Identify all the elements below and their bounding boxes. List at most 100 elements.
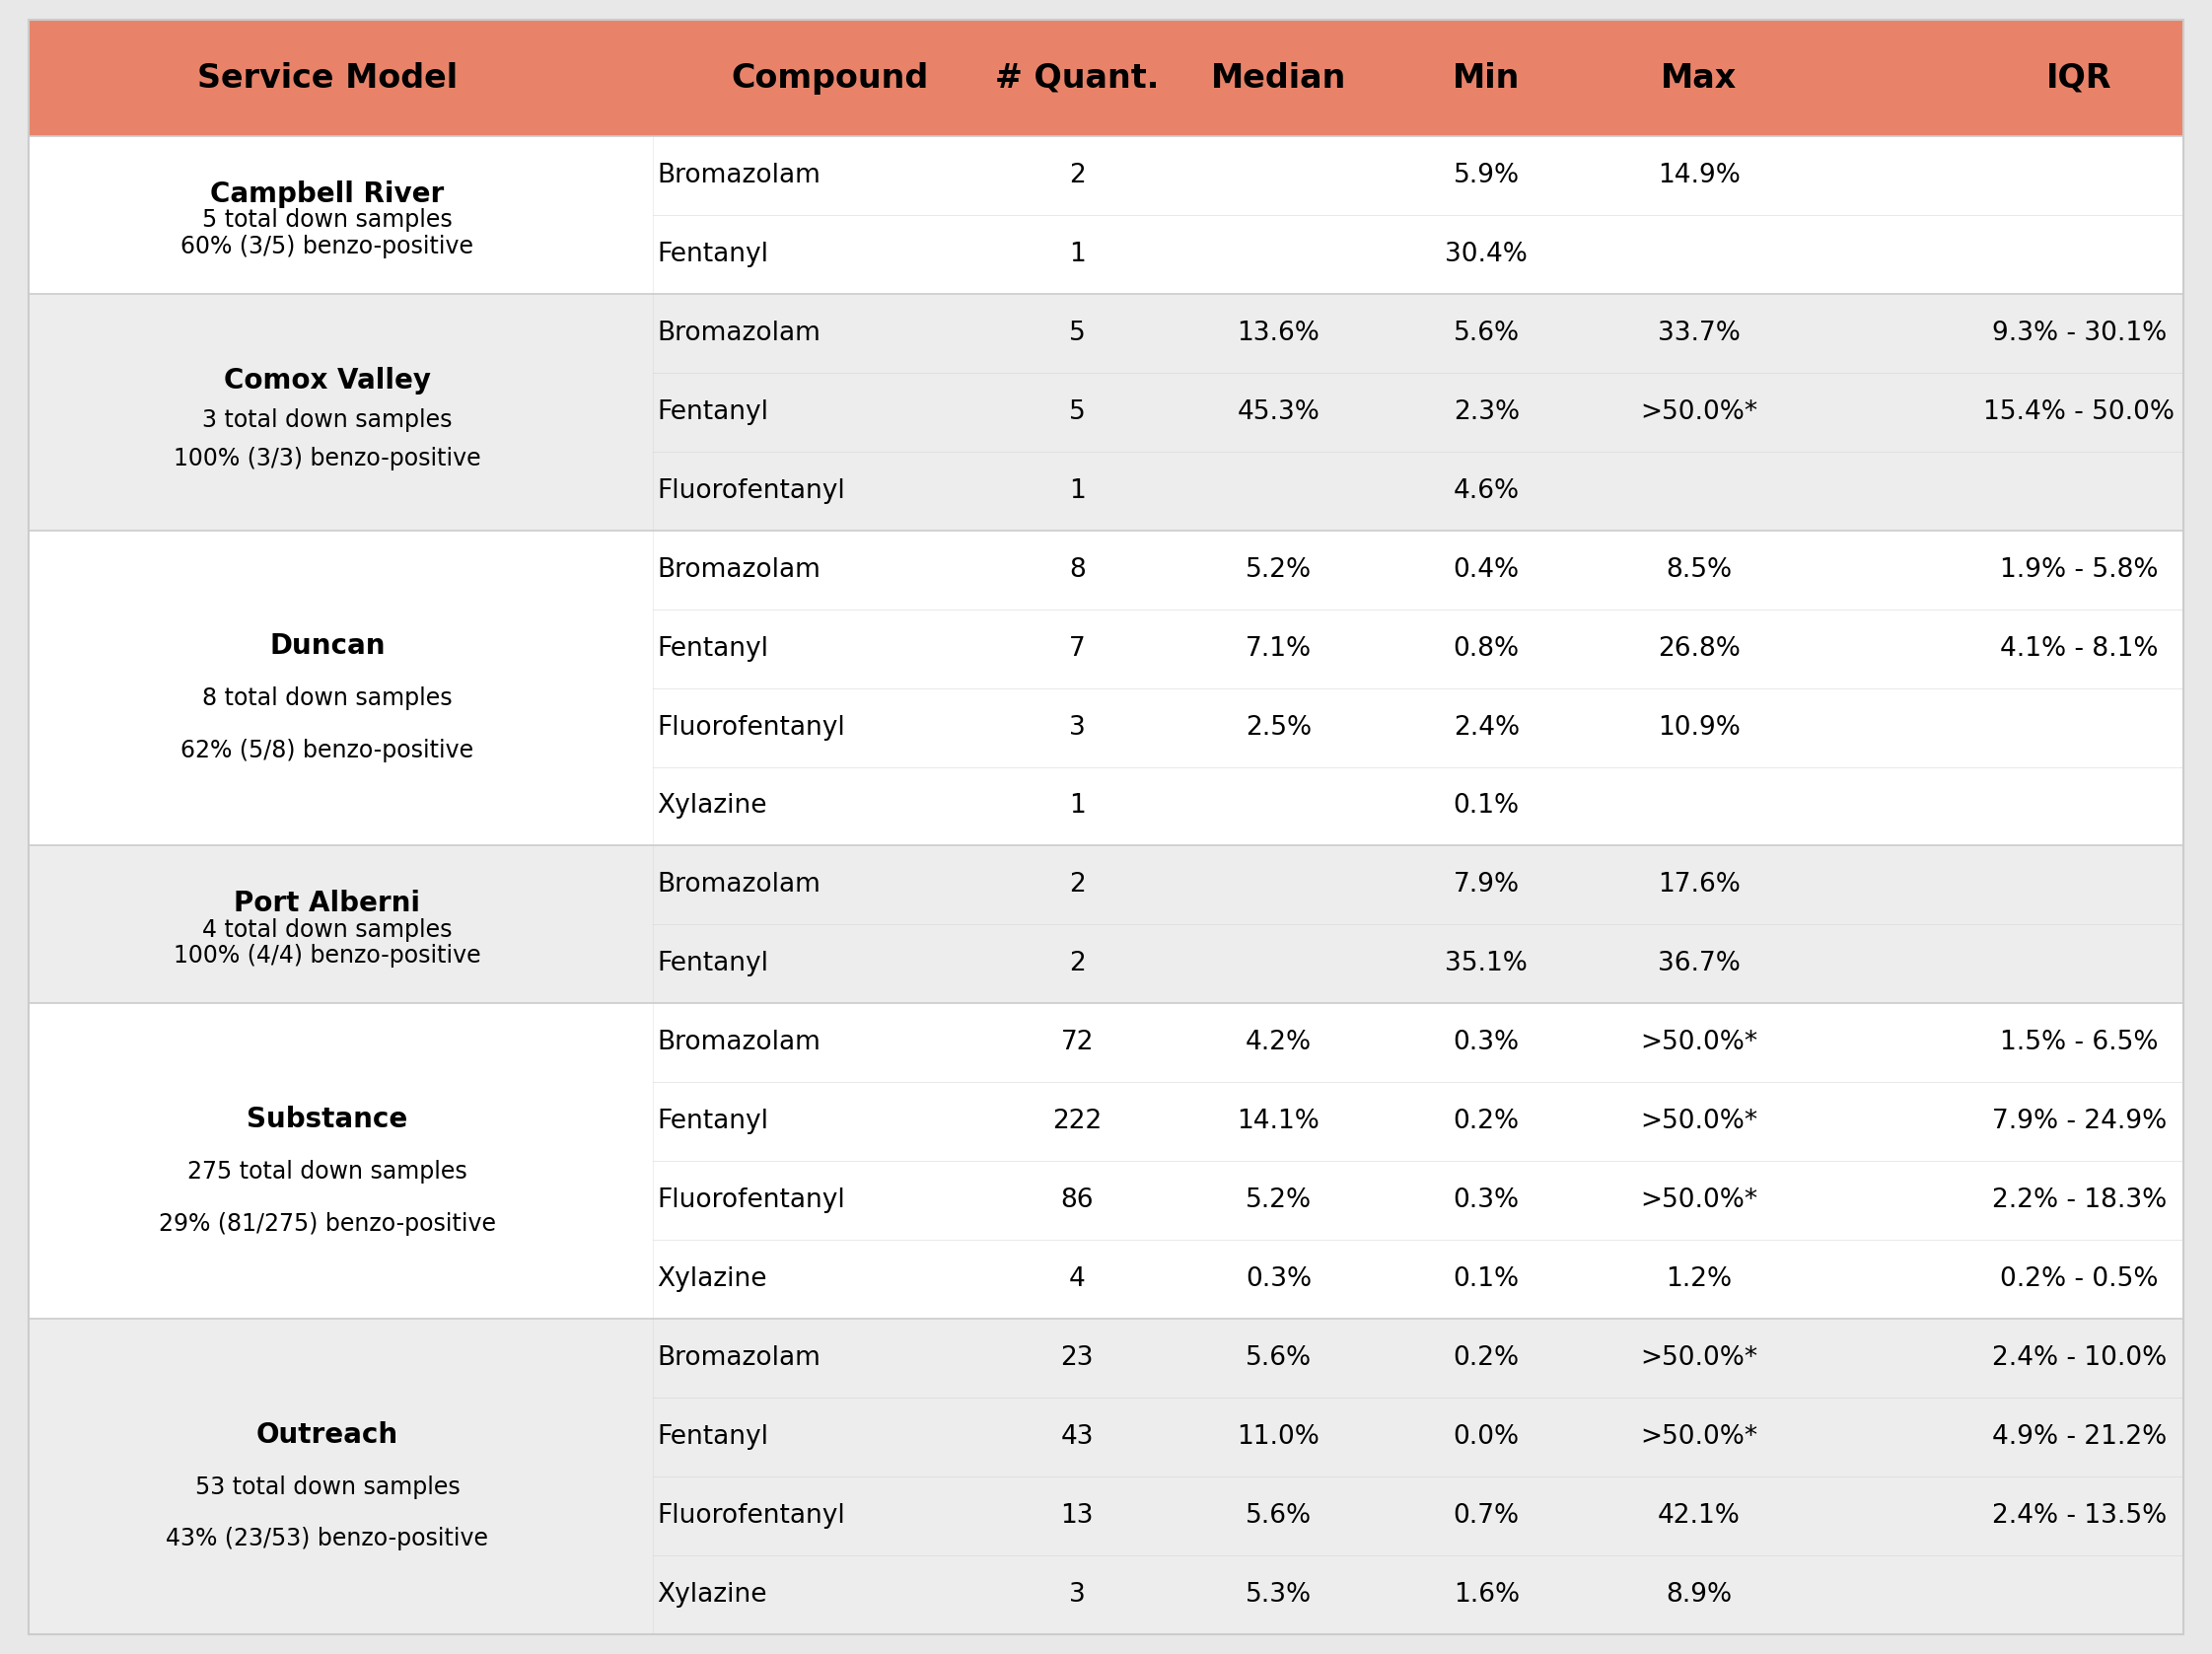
Text: 10.9%: 10.9% <box>1657 715 1741 741</box>
Text: 13: 13 <box>1062 1503 1093 1528</box>
Text: 2.2% - 18.3%: 2.2% - 18.3% <box>1991 1188 2168 1214</box>
Text: 13.6%: 13.6% <box>1237 321 1321 346</box>
Text: Min: Min <box>1453 61 1520 94</box>
Text: 2.5%: 2.5% <box>1245 715 1312 741</box>
Text: 5 total down samples: 5 total down samples <box>201 208 453 232</box>
Text: 5.2%: 5.2% <box>1245 557 1312 582</box>
Bar <box>29 531 2183 845</box>
Text: Outreach: Outreach <box>257 1421 398 1449</box>
Text: 53 total down samples: 53 total down samples <box>195 1475 460 1499</box>
Text: 1: 1 <box>1068 241 1086 268</box>
Text: 14.1%: 14.1% <box>1237 1108 1321 1135</box>
Text: 2.4% - 13.5%: 2.4% - 13.5% <box>1991 1503 2168 1528</box>
Text: IQR: IQR <box>2046 61 2112 94</box>
Text: 4.2%: 4.2% <box>1245 1030 1312 1055</box>
Text: Comox Valley: Comox Valley <box>223 367 431 395</box>
Text: 7.9% - 24.9%: 7.9% - 24.9% <box>1991 1108 2168 1135</box>
Text: 0.0%: 0.0% <box>1453 1424 1520 1451</box>
Text: Port Alberni: Port Alberni <box>234 890 420 918</box>
Text: 8.5%: 8.5% <box>1666 557 1732 582</box>
Bar <box>29 294 2183 531</box>
Text: 2: 2 <box>1068 872 1086 898</box>
Text: 1: 1 <box>1068 478 1086 504</box>
Text: 14.9%: 14.9% <box>1657 162 1741 189</box>
Text: Xylazine: Xylazine <box>657 1581 768 1608</box>
Text: 100% (4/4) benzo-positive: 100% (4/4) benzo-positive <box>175 944 480 968</box>
Text: Fentanyl: Fentanyl <box>657 1108 768 1135</box>
Text: Fentanyl: Fentanyl <box>657 951 768 978</box>
Text: 43% (23/53) benzo-positive: 43% (23/53) benzo-positive <box>166 1527 489 1551</box>
Text: 100% (3/3) benzo-positive: 100% (3/3) benzo-positive <box>175 447 480 471</box>
Text: 60% (3/5) benzo-positive: 60% (3/5) benzo-positive <box>181 235 473 258</box>
Text: 0.2%: 0.2% <box>1453 1108 1520 1135</box>
Text: 5.2%: 5.2% <box>1245 1188 1312 1214</box>
Text: 29% (81/275) benzo-positive: 29% (81/275) benzo-positive <box>159 1212 495 1236</box>
Text: 8 total down samples: 8 total down samples <box>201 686 453 710</box>
Text: 72: 72 <box>1062 1030 1093 1055</box>
Text: 4 total down samples: 4 total down samples <box>201 918 453 941</box>
Text: 4.1% - 8.1%: 4.1% - 8.1% <box>2000 635 2159 662</box>
Text: 43: 43 <box>1062 1424 1093 1451</box>
Text: 0.8%: 0.8% <box>1453 635 1520 662</box>
Text: 0.3%: 0.3% <box>1453 1030 1520 1055</box>
Text: 275 total down samples: 275 total down samples <box>188 1159 467 1183</box>
Text: 5.6%: 5.6% <box>1245 1345 1312 1371</box>
Text: Median: Median <box>1210 61 1347 94</box>
Text: Bromazolam: Bromazolam <box>657 557 821 582</box>
Text: 15.4% - 50.0%: 15.4% - 50.0% <box>1984 399 2174 425</box>
Text: 0.7%: 0.7% <box>1453 1503 1520 1528</box>
Text: Xylazine: Xylazine <box>657 1267 768 1292</box>
Text: 5.6%: 5.6% <box>1453 321 1520 346</box>
Text: 4.6%: 4.6% <box>1453 478 1520 504</box>
Text: 5.9%: 5.9% <box>1453 162 1520 189</box>
Text: 42.1%: 42.1% <box>1657 1503 1741 1528</box>
Text: Fentanyl: Fentanyl <box>657 241 768 268</box>
Text: 17.6%: 17.6% <box>1657 872 1741 898</box>
Text: 5.3%: 5.3% <box>1245 1581 1312 1608</box>
Text: 26.8%: 26.8% <box>1657 635 1741 662</box>
Bar <box>29 1318 2183 1634</box>
Text: Fluorofentanyl: Fluorofentanyl <box>657 1188 845 1214</box>
Text: 1.6%: 1.6% <box>1453 1581 1520 1608</box>
Text: Duncan: Duncan <box>270 632 385 660</box>
Text: 3: 3 <box>1068 715 1086 741</box>
Text: Fluorofentanyl: Fluorofentanyl <box>657 478 845 504</box>
Text: >50.0%*: >50.0%* <box>1639 1345 1759 1371</box>
Bar <box>29 20 2183 136</box>
Text: 0.1%: 0.1% <box>1453 794 1520 819</box>
Text: 30.4%: 30.4% <box>1444 241 1528 268</box>
Text: 4: 4 <box>1068 1267 1086 1292</box>
Text: Compound: Compound <box>730 61 929 94</box>
Text: 45.3%: 45.3% <box>1237 399 1321 425</box>
Text: >50.0%*: >50.0%* <box>1639 1030 1759 1055</box>
Text: 35.1%: 35.1% <box>1444 951 1528 978</box>
Text: 8: 8 <box>1068 557 1086 582</box>
Text: 0.2%: 0.2% <box>1453 1345 1520 1371</box>
Bar <box>29 845 2183 1004</box>
Text: 8.9%: 8.9% <box>1666 1581 1732 1608</box>
Text: 1.5% - 6.5%: 1.5% - 6.5% <box>2000 1030 2159 1055</box>
Text: Service Model: Service Model <box>197 61 458 94</box>
Text: Xylazine: Xylazine <box>657 794 768 819</box>
Text: 222: 222 <box>1053 1108 1102 1135</box>
Text: Bromazolam: Bromazolam <box>657 321 821 346</box>
Bar <box>29 1004 2183 1318</box>
Text: 23: 23 <box>1062 1345 1093 1371</box>
Text: Max: Max <box>1661 61 1736 94</box>
Text: 2.4% - 10.0%: 2.4% - 10.0% <box>1991 1345 2168 1371</box>
Text: 2: 2 <box>1068 951 1086 978</box>
Text: Bromazolam: Bromazolam <box>657 1030 821 1055</box>
Text: 0.3%: 0.3% <box>1453 1188 1520 1214</box>
Text: Fluorofentanyl: Fluorofentanyl <box>657 715 845 741</box>
Text: 2.3%: 2.3% <box>1453 399 1520 425</box>
Text: 36.7%: 36.7% <box>1657 951 1741 978</box>
Text: 3 total down samples: 3 total down samples <box>201 409 453 432</box>
Text: 5.6%: 5.6% <box>1245 1503 1312 1528</box>
Text: >50.0%*: >50.0%* <box>1639 399 1759 425</box>
Text: >50.0%*: >50.0%* <box>1639 1424 1759 1451</box>
Text: 1.2%: 1.2% <box>1666 1267 1732 1292</box>
Text: 11.0%: 11.0% <box>1237 1424 1321 1451</box>
Text: 7: 7 <box>1068 635 1086 662</box>
Text: Fentanyl: Fentanyl <box>657 635 768 662</box>
Text: 0.1%: 0.1% <box>1453 1267 1520 1292</box>
